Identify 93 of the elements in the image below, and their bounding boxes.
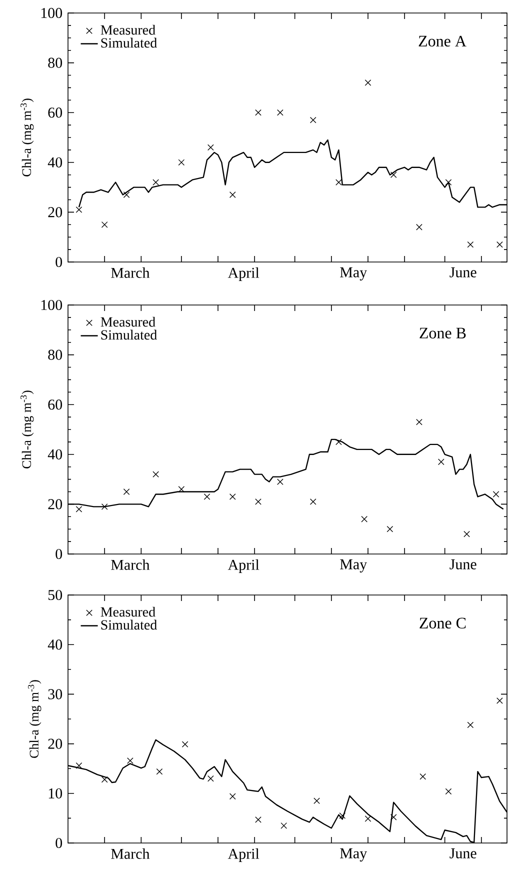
legend-label: Simulated	[101, 620, 157, 630]
point	[101, 776, 108, 783]
point	[101, 221, 108, 228]
annotation: Zone A	[418, 36, 466, 47]
point	[364, 816, 372, 822]
point	[496, 241, 503, 248]
legend-label: Measured	[100, 606, 156, 617]
point	[127, 757, 134, 764]
point	[255, 816, 262, 823]
annotation: Zone C	[420, 618, 466, 629]
legend-label: Measured	[100, 24, 156, 35]
y-axis-title: Chl-a (mg m$^{-3}$)	[20, 98, 34, 176]
point	[361, 516, 368, 522]
legend-label: Simulated	[101, 330, 157, 340]
y-tick-label: 20	[48, 738, 62, 749]
y-tick-label: 100	[41, 300, 62, 310]
y-axis-title: Chl-a (mg m$^{-3}$)	[20, 390, 34, 468]
point	[386, 526, 394, 532]
point	[416, 224, 422, 230]
point	[496, 697, 503, 704]
point	[420, 773, 426, 780]
y-tick-label: 40	[48, 449, 62, 460]
point	[492, 491, 500, 498]
x-tick-label: March	[111, 559, 150, 570]
point	[101, 504, 108, 510]
y-tick-label: 40	[48, 157, 62, 168]
point	[390, 172, 397, 178]
y-tick-label: 40	[48, 640, 62, 650]
point	[208, 775, 214, 782]
x-tick-label: June	[450, 848, 476, 858]
y-tick-label: 100	[41, 8, 62, 18]
point	[229, 494, 236, 500]
y-tick-label: 80	[48, 58, 62, 68]
x-tick-label: March	[111, 848, 150, 859]
point	[178, 486, 185, 492]
point	[416, 418, 422, 426]
point	[204, 494, 210, 500]
point	[255, 109, 262, 116]
y-tick-label: 20	[48, 499, 62, 510]
point	[178, 159, 185, 166]
legend-label: Measured	[100, 316, 156, 327]
y-tick-label: 50	[48, 590, 62, 600]
point	[467, 722, 474, 728]
point	[339, 812, 346, 819]
point	[445, 788, 452, 795]
x-tick-label: April	[228, 267, 260, 281]
point	[152, 471, 159, 478]
point	[182, 741, 188, 748]
y-tick-label: 60	[48, 400, 62, 410]
point	[152, 179, 159, 186]
x-tick-label: May	[340, 848, 368, 862]
x-tick-label: June	[450, 559, 476, 570]
point	[464, 530, 470, 538]
point	[364, 80, 372, 86]
point	[76, 206, 82, 213]
point	[76, 506, 82, 512]
point	[76, 762, 82, 769]
point	[467, 241, 474, 248]
point	[280, 822, 288, 829]
y-axis-title: Chl-a (mg m$^{-3}$)	[28, 680, 42, 758]
x-tick-label: June	[450, 267, 476, 278]
x-tick-label: May	[340, 559, 368, 572]
point	[255, 498, 262, 505]
y-tick-label: 20	[48, 207, 62, 218]
annotation: Zone B	[420, 328, 466, 338]
point	[277, 478, 284, 485]
point	[336, 438, 342, 446]
y-tick-label: 80	[48, 350, 62, 360]
point	[336, 179, 342, 186]
point	[208, 144, 214, 151]
y-tick-label: 60	[48, 108, 62, 118]
point	[123, 488, 130, 495]
y-tick-label: 0	[56, 256, 62, 268]
y-tick-label: 30	[48, 689, 62, 700]
point	[445, 179, 452, 186]
x-tick-label: March	[111, 267, 150, 278]
point	[123, 192, 130, 198]
x-tick-label: May	[340, 267, 368, 280]
point	[438, 458, 444, 466]
x-tick-label: April	[228, 559, 260, 573]
point	[314, 798, 320, 804]
point	[229, 793, 236, 800]
y-tick-label: 10	[48, 788, 62, 798]
y-tick-label: 0	[56, 838, 62, 848]
x-tick-label: April	[228, 848, 260, 862]
point	[229, 192, 236, 198]
point	[156, 768, 163, 775]
y-tick-label: 0	[56, 548, 62, 560]
legend-label: Simulated	[101, 38, 157, 48]
point	[310, 498, 316, 505]
point	[390, 814, 397, 820]
point	[277, 109, 284, 116]
point	[310, 116, 316, 124]
